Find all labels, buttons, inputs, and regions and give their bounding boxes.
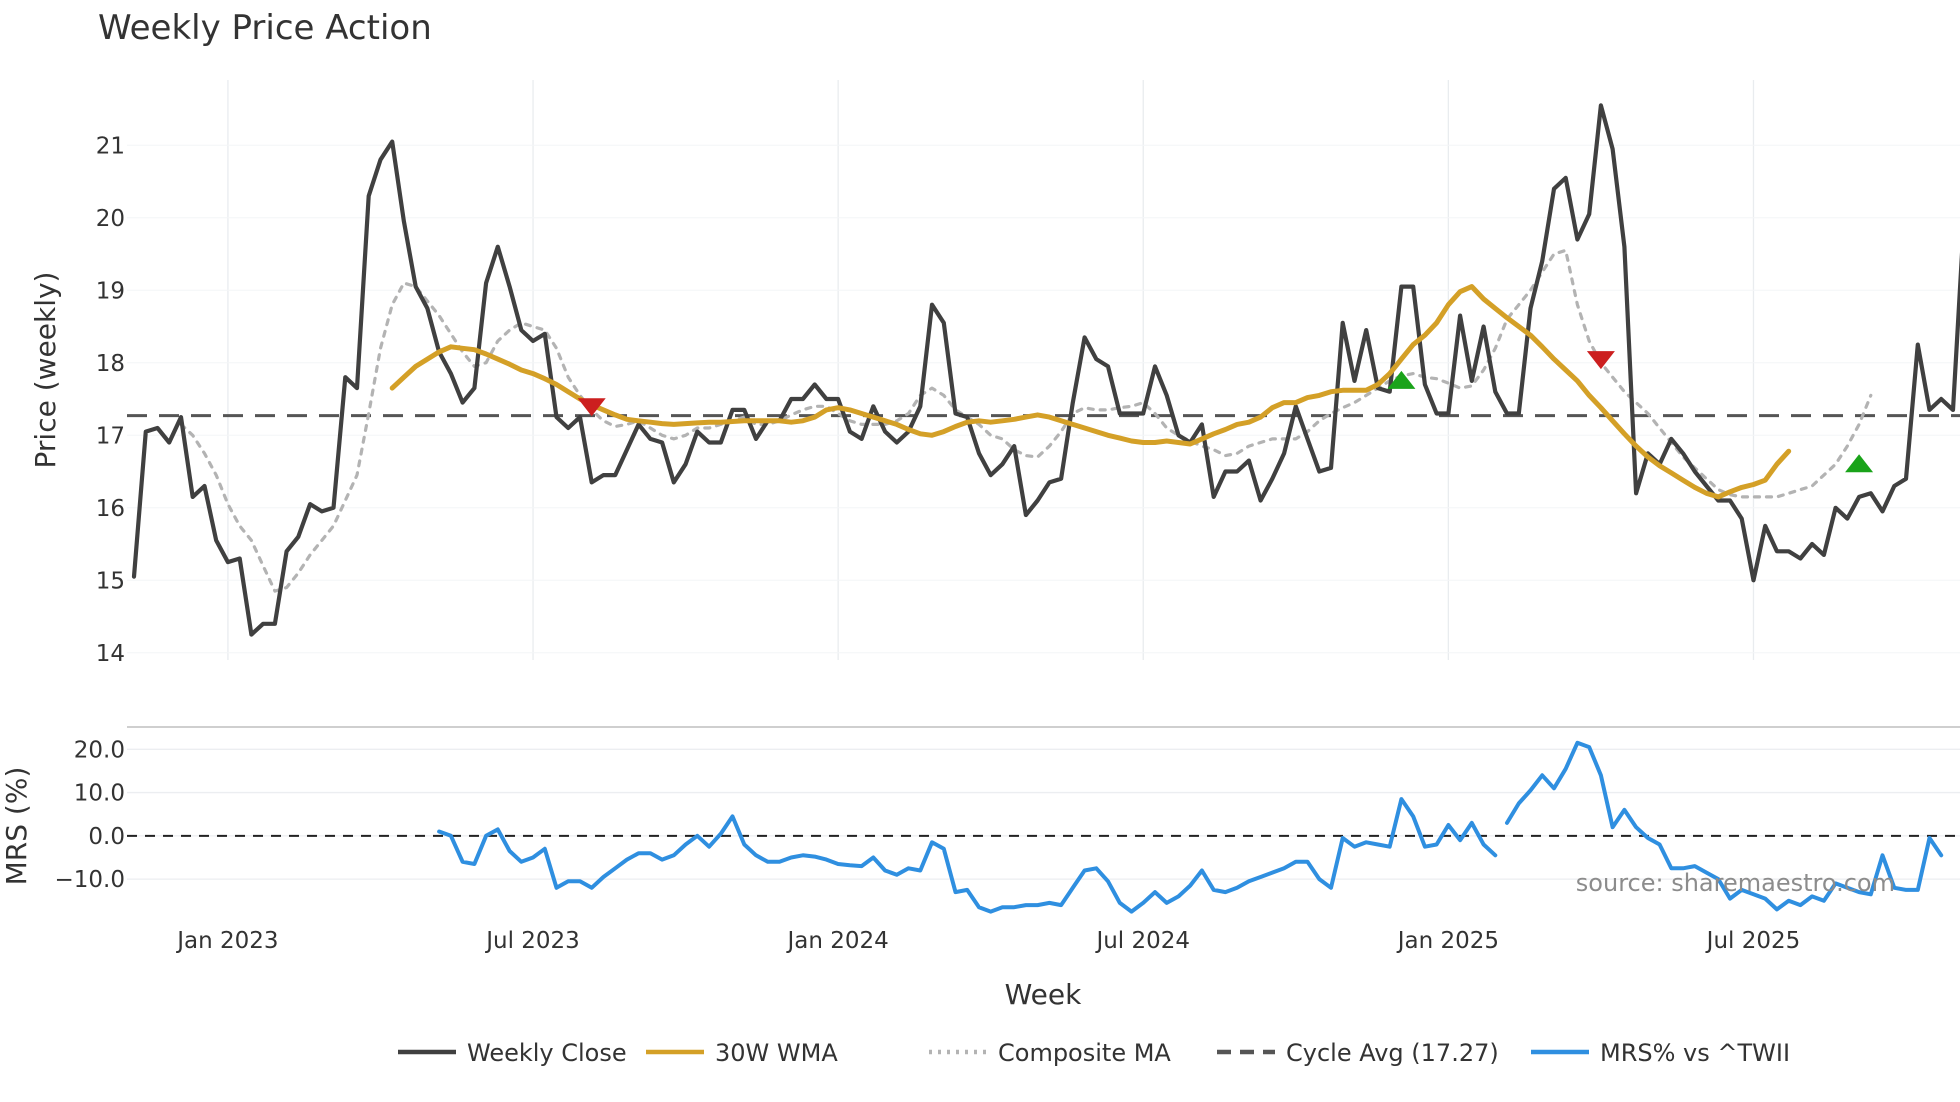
sell-signal-marker [577, 398, 606, 417]
legend-label: 30W WMA [715, 1039, 838, 1067]
legend-label: MRS% vs ^TWII [1600, 1039, 1790, 1067]
legend-item: Composite MA [929, 1039, 1171, 1067]
x-tick-label: Jul 2025 [1705, 928, 1801, 954]
mrs-y-tick-label: 20.0 [74, 737, 125, 763]
price-y-tick-label: 20 [96, 206, 125, 232]
composite-ma-line [179, 248, 1873, 593]
legend-label: Weekly Close [467, 1039, 627, 1067]
price-y-tick-label: 14 [96, 641, 125, 667]
mrs-y-axis-label: MRS (%) [0, 767, 33, 886]
price-y-tick-label: 17 [96, 423, 125, 449]
price-series-group [131, 103, 1960, 637]
price-y-tick-label: 15 [96, 568, 125, 594]
x-tick-label: Jul 2023 [484, 928, 580, 954]
30w-wma-line [389, 284, 1792, 500]
x-tick-label: Jan 2024 [785, 928, 888, 954]
legend-item: 30W WMA [646, 1039, 838, 1067]
legend-item: Cycle Avg (17.27) [1217, 1039, 1499, 1067]
x-ticks: Jan 2023 Jul 2023 Jan 2024 Jul 2024 Jan 2025… [175, 928, 1800, 954]
buy-signal-marker [1845, 454, 1874, 473]
price-y-ticks: 14 15 16 17 18 19 20 21 [96, 133, 125, 667]
x-axis-label: Week [1005, 978, 1082, 1011]
mrs-panel-grid [127, 748, 1960, 880]
mrs-line [1505, 740, 1944, 912]
price-y-tick-label: 21 [96, 133, 125, 159]
mrs-y-tick-label: −10.0 [55, 867, 125, 893]
legend-label: Composite MA [998, 1039, 1171, 1067]
price-y-tick-label: 19 [96, 278, 125, 304]
price-panel-grid [127, 80, 1960, 660]
mrs-y-ticks: −10.0 0.0 10.0 20.0 [55, 737, 125, 893]
sell-signal-marker [1586, 351, 1615, 370]
legend-item: MRS% vs ^TWII [1531, 1039, 1790, 1067]
legend: Weekly Close 30W WMA Composite MA Cycle Avg… [398, 1039, 1790, 1067]
weekly-close-line [131, 103, 1960, 637]
x-tick-label: Jan 2023 [175, 928, 278, 954]
buy-signal-marker [1387, 370, 1416, 389]
price-y-tick-label: 16 [96, 496, 125, 522]
mrs-line [437, 797, 1498, 914]
mrs-y-tick-label: 0.0 [88, 824, 125, 850]
price-y-tick-label: 18 [96, 351, 125, 377]
x-tick-label: Jul 2024 [1094, 928, 1190, 954]
chart-title: Weekly Price Action [98, 8, 432, 48]
legend-item: Weekly Close [398, 1039, 627, 1067]
source-note: source: sharemaestro.com [1576, 869, 1895, 897]
signal-markers [577, 351, 1874, 473]
legend-label: Cycle Avg (17.27) [1286, 1039, 1499, 1067]
mrs-series-group [437, 740, 1944, 914]
mrs-y-tick-label: 10.0 [74, 781, 125, 807]
price-y-axis-label: Price (weekly) [29, 272, 62, 469]
x-tick-label: Jan 2025 [1396, 928, 1499, 954]
